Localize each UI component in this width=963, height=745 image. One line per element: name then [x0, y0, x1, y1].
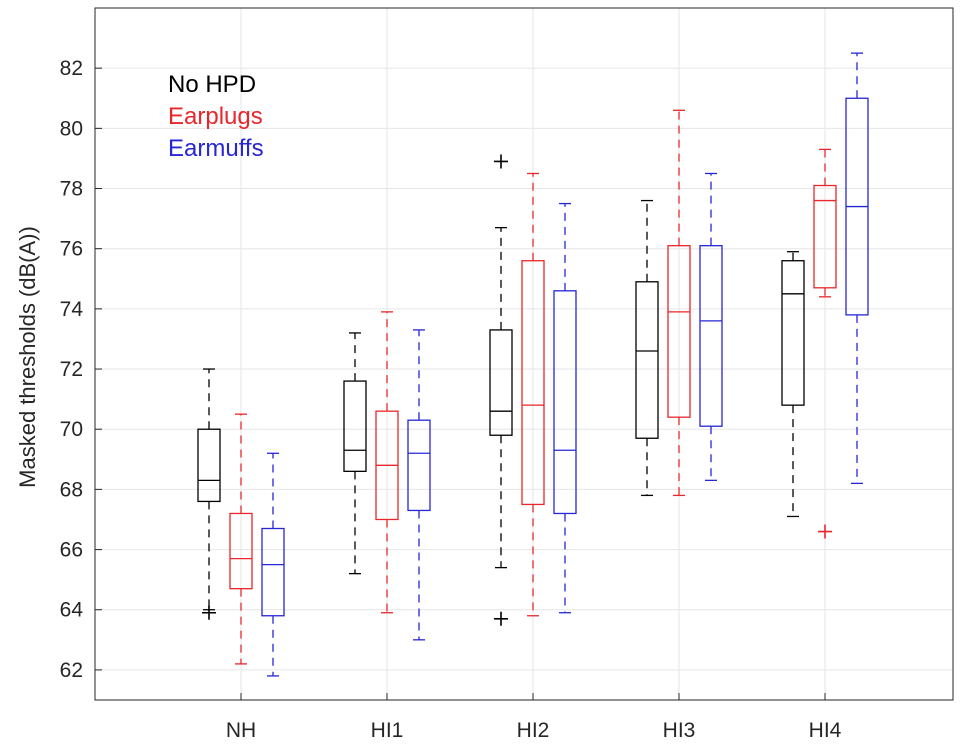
- y-tick-label: 70: [60, 418, 83, 441]
- box-iqr: [489, 329, 513, 436]
- grid: [95, 8, 953, 700]
- outlier-marker: [818, 524, 832, 539]
- plot-area: [95, 8, 953, 700]
- box-no-hpd-hi2: [489, 154, 513, 626]
- box-earplugs-hi2: [521, 172, 545, 617]
- box-earmuffs-nh: [261, 452, 285, 677]
- x-axis-ticks: NH HI1 HI2 HI3 HI4: [226, 693, 842, 742]
- y-tick-label: 82: [60, 57, 83, 80]
- box-earmuffs-hi4: [845, 52, 869, 485]
- y-tick-label: 66: [60, 539, 83, 562]
- box-iqr: [407, 419, 431, 512]
- y-tick-label: 68: [60, 478, 83, 501]
- box-earplugs-hi1: [375, 311, 399, 614]
- box-no-hpd-hi1: [343, 332, 367, 575]
- box-iqr: [699, 245, 723, 427]
- x-tick-label: HI1: [371, 719, 404, 742]
- box-earmuffs-hi3: [699, 172, 723, 482]
- y-axis-label: Masked thresholds (dB(A)): [15, 226, 40, 488]
- box-earmuffs-hi1: [407, 329, 431, 641]
- legend: No HPD Earplugs Earmuffs: [168, 71, 264, 162]
- y-axis-ticks: 62 64 66 68 70 72 74 76 78 80 82: [60, 57, 102, 682]
- box-earplugs-hi3: [667, 109, 691, 497]
- y-tick-label: 62: [60, 659, 83, 682]
- y-tick-label: 80: [60, 117, 83, 140]
- box-iqr: [635, 281, 659, 439]
- box-earmuffs-hi2: [553, 202, 577, 614]
- outlier-marker: [494, 154, 508, 169]
- box-iqr: [261, 527, 285, 617]
- outlier-marker: [494, 611, 508, 626]
- box-iqr: [813, 184, 837, 289]
- box-earplugs-hi4: [813, 148, 837, 539]
- x-tick-label: HI4: [809, 719, 842, 742]
- box-no-hpd-nh: [197, 368, 221, 620]
- box-iqr: [343, 380, 367, 472]
- legend-entry: No HPD: [168, 71, 256, 98]
- y-tick-label: 78: [60, 178, 83, 201]
- box-earplugs-nh: [229, 413, 253, 665]
- y-tick-label: 64: [60, 599, 84, 622]
- box-iqr: [229, 512, 253, 590]
- box-no-hpd-hi4: [781, 251, 805, 518]
- box-iqr: [197, 428, 221, 503]
- legend-entry: Earmuffs: [168, 135, 264, 162]
- plot-frame: [94, 7, 954, 701]
- box-iqr: [521, 260, 545, 506]
- box-series: [197, 52, 869, 677]
- y-tick-label: 76: [60, 238, 83, 261]
- box-iqr: [553, 290, 577, 515]
- legend-entry: Earplugs: [168, 103, 263, 130]
- x-tick-label: HI3: [663, 719, 696, 742]
- y-tick-label: 72: [60, 358, 83, 381]
- box-iqr: [667, 245, 691, 418]
- box-iqr: [781, 260, 805, 406]
- box-no-hpd-hi3: [635, 199, 659, 497]
- x-tick-label: HI2: [517, 719, 550, 742]
- y-tick-label: 74: [60, 298, 84, 321]
- outlier-marker: [202, 605, 216, 620]
- x-tick-label: NH: [226, 719, 256, 742]
